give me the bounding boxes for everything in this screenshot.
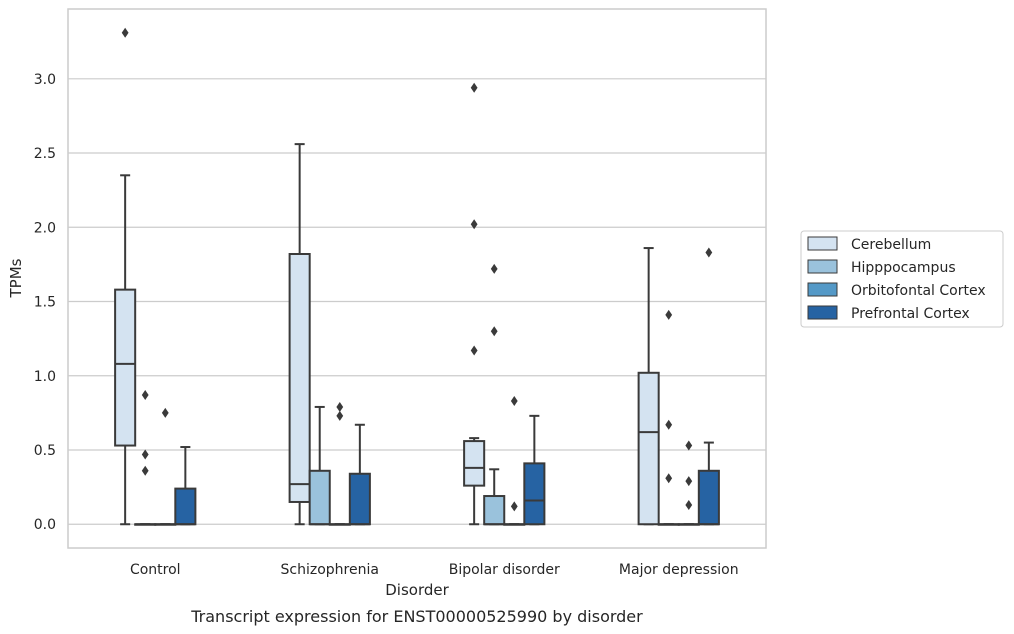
box-3-3 [697, 247, 720, 526]
box-iqr [308, 469, 331, 526]
legend-frame [800, 230, 1004, 328]
legend-label: Hipppocampus [851, 260, 956, 276]
outlier-point [336, 410, 344, 421]
y-tick-label: 0.5 [34, 443, 56, 459]
box-2-1 [483, 263, 506, 526]
y-tick-label: 2.5 [34, 146, 56, 162]
box-iqr [463, 440, 486, 487]
legend-label: Cerebellum [851, 237, 931, 253]
outlier-point [665, 473, 673, 484]
outlier-point [141, 390, 149, 401]
box-0-2 [154, 407, 177, 526]
x-tick-label: Bipolar disorder [449, 562, 560, 578]
box-iqr [483, 495, 506, 526]
y-axis-title: TPMs [7, 258, 25, 298]
legend-swatch [807, 259, 838, 274]
grid-lines [68, 78, 766, 525]
box-iqr [637, 371, 660, 526]
legend-swatch [807, 282, 838, 297]
legend-swatch [807, 305, 838, 320]
outlier-point [685, 476, 693, 487]
outlier-point [161, 407, 169, 418]
plot-area-frame [67, 8, 767, 549]
box-1-2 [328, 401, 351, 526]
box-iqr [174, 487, 197, 526]
outlier-point [490, 326, 498, 337]
outlier-point [665, 419, 673, 430]
y-tick-label: 2.0 [34, 220, 56, 236]
box-iqr [114, 288, 137, 447]
x-tick-label: Major depression [619, 562, 739, 578]
outlier-point [490, 263, 498, 274]
outlier-point [121, 27, 129, 38]
x-tick-label: Control [130, 562, 181, 578]
box-1-3 [348, 423, 371, 526]
box-0-3 [174, 446, 197, 526]
legend-swatch [807, 236, 838, 251]
legend-label: Orbitofontal Cortex [851, 283, 986, 299]
box-2-0 [463, 82, 486, 526]
y-tick-labels: 0.0 0.5 1.0 1.5 2.0 2.5 3.0 [34, 72, 56, 533]
box-2-3 [523, 414, 546, 526]
box-1-1 [308, 405, 331, 526]
box-iqr [288, 253, 311, 503]
box-iqr [348, 472, 371, 526]
outlier-point [141, 449, 149, 460]
box-iqr [523, 462, 546, 526]
legend: Cerebellum Hipppocampus Orbitofontal Corte… [800, 230, 1004, 328]
outlier-point [336, 401, 344, 412]
y-tick-label: 1.0 [34, 369, 56, 385]
box-3-2 [677, 440, 700, 526]
box-0-1 [134, 390, 157, 526]
outlier-point [470, 345, 478, 356]
outlier-point [141, 465, 149, 476]
outlier-point [510, 501, 518, 512]
box-2-2 [503, 396, 526, 526]
box-3-1 [657, 309, 680, 526]
box-3-0 [637, 247, 660, 526]
outlier-point [685, 499, 693, 510]
x-tick-labels: Control Schizophrenia Bipolar disorder Majo… [130, 562, 739, 578]
outlier-point [665, 309, 673, 320]
outlier-point [510, 396, 518, 406]
chart-caption: Transcript expression for ENST0000052599… [190, 607, 643, 626]
y-tick-label: 1.5 [34, 295, 56, 311]
box-plot-marks [114, 27, 720, 526]
x-axis-title: Disorder [385, 581, 449, 599]
outlier-point [470, 219, 478, 230]
box-1-0 [288, 143, 311, 526]
legend-label: Prefrontal Cortex [851, 306, 970, 322]
box-iqr [697, 469, 720, 526]
x-tick-label: Schizophrenia [281, 562, 379, 578]
y-tick-label: 0.0 [34, 517, 56, 533]
y-tick-label: 3.0 [34, 72, 56, 88]
outlier-point [685, 440, 693, 451]
box-0-0 [114, 27, 137, 526]
outlier-point [470, 82, 478, 93]
legend-items: Cerebellum Hipppocampus Orbitofontal Corte… [807, 236, 986, 322]
outlier-point [705, 247, 713, 258]
